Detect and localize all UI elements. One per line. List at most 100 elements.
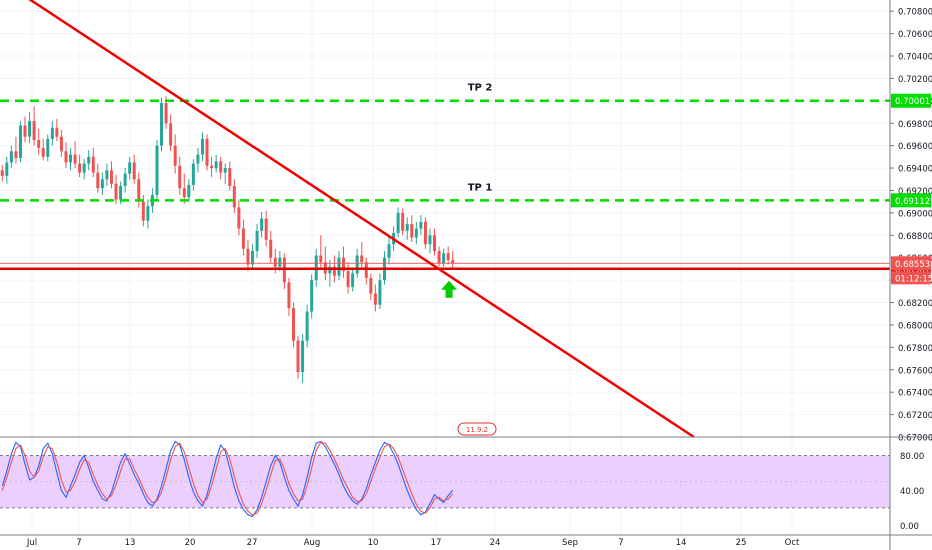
candle-body [182, 188, 186, 198]
candle [291, 302, 295, 348]
time-tick-label: 10 [368, 538, 379, 548]
candle [387, 237, 391, 265]
candle [28, 112, 32, 144]
candle-body [64, 151, 68, 163]
candle-body [14, 151, 18, 158]
candle [18, 121, 22, 163]
candle [451, 250, 455, 269]
price-tick-label: 0.69000 [898, 209, 932, 219]
price-tick-label: 0.67000 [898, 434, 932, 444]
candle-body [109, 170, 113, 184]
candle-body [114, 183, 118, 200]
osc-tick-label: 0.00 [900, 522, 919, 532]
candle [269, 230, 273, 264]
candle-body [105, 170, 109, 180]
candle-body [28, 121, 32, 137]
candle-body [264, 218, 268, 240]
candle-body [273, 257, 277, 267]
candle-body [428, 235, 432, 245]
candle-body [237, 207, 241, 229]
candle-body [442, 253, 446, 264]
candle-body [210, 165, 214, 169]
annotations: TP 2 TP 1 11.9.2 [441, 83, 497, 436]
last-price-tag [891, 256, 931, 271]
candle [264, 210, 268, 247]
grid [0, 0, 890, 534]
candle [232, 179, 236, 213]
candle [442, 248, 446, 267]
candle [414, 221, 418, 245]
candle-body [332, 266, 336, 276]
candle [342, 246, 346, 278]
countdown-tag [891, 271, 931, 285]
candlestick-series [0, 96, 455, 384]
price-tick-label: 0.69200 [898, 187, 932, 197]
candle [64, 142, 68, 169]
candle-body [32, 121, 36, 141]
candle-body [223, 168, 227, 173]
candle [109, 161, 113, 189]
candle-body [419, 221, 423, 229]
candle-body [401, 212, 405, 231]
candle [82, 159, 86, 180]
candle [46, 134, 50, 162]
candle [328, 259, 332, 287]
candle [9, 145, 13, 169]
candle [369, 273, 373, 301]
candle [50, 121, 54, 146]
candle [100, 172, 104, 195]
candle [214, 154, 218, 173]
time-tick-label: 25 [736, 538, 747, 548]
candle-body [214, 161, 218, 169]
candle-body [373, 293, 377, 305]
candle-body [260, 218, 264, 231]
candle [37, 128, 41, 155]
candle-body [73, 154, 77, 164]
candle-body [96, 172, 100, 189]
candle [155, 140, 159, 200]
candle-body [396, 212, 400, 234]
candle [146, 199, 150, 229]
price-tick-label: 0.68800 [898, 232, 932, 242]
candle-body [360, 255, 364, 263]
candle [5, 156, 9, 184]
candle [433, 228, 437, 256]
time-tick-label: Aug [304, 538, 321, 548]
candle [373, 284, 377, 312]
candle-body [78, 163, 82, 173]
candle-body [410, 224, 414, 238]
candle-body [69, 154, 73, 163]
candle [205, 134, 209, 171]
candle-body [451, 259, 455, 264]
candle-body [446, 253, 450, 260]
price-tick-label: 0.67600 [898, 366, 932, 376]
candle [182, 173, 186, 204]
candle-body [219, 161, 223, 173]
drawings[interactable] [0, 0, 890, 439]
candle [246, 239, 250, 272]
candle-body [369, 277, 373, 294]
candle [351, 268, 355, 292]
candle [296, 336, 300, 379]
candle-body [146, 206, 150, 221]
candle-body [305, 311, 309, 341]
price-tick-label: 0.70600 [898, 30, 932, 40]
price-tick-label: 0.68200 [898, 299, 932, 309]
candle-body [287, 282, 291, 309]
candle-body [164, 103, 168, 124]
candle-body [100, 179, 104, 189]
candle [319, 235, 323, 269]
candle-body [269, 239, 273, 258]
price-tick-label: 0.70800 [898, 8, 932, 18]
candle-body [405, 224, 409, 231]
candle-body [91, 156, 95, 173]
trendline[interactable] [0, 0, 695, 439]
version-badge-text: 11.9.2 [466, 426, 488, 434]
candle [260, 211, 264, 238]
candle-body [351, 273, 355, 287]
candle [23, 116, 27, 143]
candle [346, 262, 350, 294]
price-tick-label: 0.69400 [898, 165, 932, 175]
version-badge: 11.9.2 [457, 422, 497, 436]
